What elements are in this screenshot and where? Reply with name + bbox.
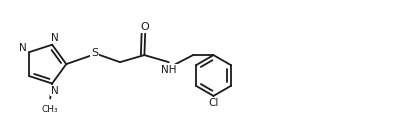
Text: N: N [50, 86, 58, 96]
Text: NH: NH [162, 65, 177, 75]
Text: Cl: Cl [208, 98, 219, 108]
Text: S: S [91, 48, 98, 58]
Text: N: N [19, 43, 27, 53]
Text: CH₃: CH₃ [42, 105, 58, 114]
Text: O: O [141, 22, 150, 32]
Text: N: N [50, 33, 58, 43]
